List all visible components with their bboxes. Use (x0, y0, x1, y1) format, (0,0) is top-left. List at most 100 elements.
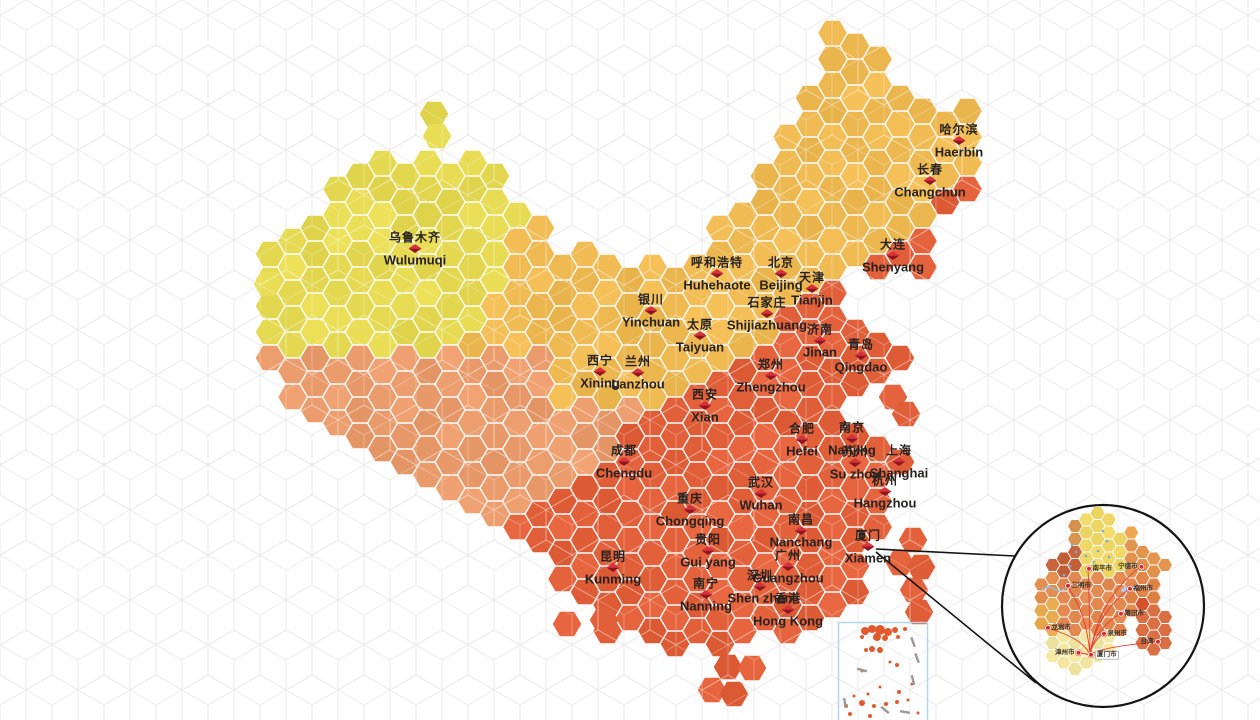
inset-city-name: 南平市 (1092, 564, 1113, 572)
city-name-zh: 南昌 (787, 512, 814, 527)
inset-city-莆田市: 莆田市 (1117, 609, 1145, 618)
city-name-en: Haerbin (934, 144, 984, 160)
city-diamond-icon (854, 350, 868, 360)
inset-city-dot (1044, 625, 1051, 631)
city-name-en: Beijing (759, 277, 803, 293)
city-name-en: Zhengzhou (736, 379, 806, 395)
city-marker-shijiazhuang: 石家庄 Shijiazhuang (727, 296, 807, 332)
city-diamond-icon (781, 561, 795, 571)
city-marker-haerbin: 哈尔滨 Haerbin (934, 123, 984, 160)
city-name-zh: 天津 (798, 270, 825, 285)
city-name-en: Wuhan (739, 497, 783, 513)
city-name-zh: 太原 (686, 317, 714, 332)
city-marker-taiyuan: 太原 Taiyuan (675, 317, 725, 355)
city-diamond-icon (699, 589, 713, 599)
city-name-en: Huhehaote (683, 277, 751, 293)
inset-city-dot (1087, 652, 1094, 658)
city-marker-tianjin: 天津 Tianjin (791, 270, 833, 307)
inset-city-name: 漳州市 (1055, 648, 1075, 656)
city-marker-nanchang: 南昌 Nanchang (770, 512, 833, 549)
city-diamond-icon (794, 525, 808, 535)
city-name-zh: 青岛 (847, 337, 874, 352)
city-diamond-icon (861, 541, 875, 551)
magnifier-callout-lines (875, 548, 1037, 684)
city-diamond-icon (408, 243, 422, 253)
inset-city-dot (1154, 639, 1161, 645)
inset-city-name: 台湾 (1140, 637, 1154, 645)
city-name-en: Shen zhen (727, 590, 793, 606)
city-name-en: Chengdu (595, 465, 653, 481)
city-name-zh: 贵阳 (694, 532, 721, 547)
city-diamond-icon (701, 545, 715, 555)
city-name-en: Su zhou (829, 466, 881, 482)
inset-city-name: 泉州市 (1107, 629, 1128, 637)
inset-city-dot (1117, 611, 1124, 617)
inset-hub-厦门市: 厦门市 (1087, 650, 1119, 660)
city-name-zh: 济南 (806, 322, 833, 337)
city-marker-hong-kong: 香港 Hong Kong (752, 592, 824, 629)
city-name-en: Wulumuqi (383, 252, 447, 268)
city-marker-hefei: 合肥 Hefei (786, 421, 818, 459)
xiamen-route-lines (1046, 566, 1157, 656)
inset-city-name: 莆田市 (1124, 609, 1145, 617)
city-diamond-icon (593, 366, 607, 376)
city-marker-nanning: 南宁 Nanning (680, 576, 732, 613)
city-name-en: Xian (691, 409, 719, 425)
city-name-en: Kunming (584, 571, 642, 587)
inset-city-dot (1100, 631, 1107, 637)
inset-city-name: 厦门市 (1094, 650, 1119, 660)
city-name-zh: 乌鲁木齐 (388, 230, 441, 245)
city-name-en: Jinan (803, 344, 837, 360)
city-marker-xining: 西宁 Xining (580, 353, 620, 390)
city-diamond-icon (795, 434, 809, 444)
city-diamond-icon (952, 135, 966, 145)
city-name-en: Taiyuan (675, 339, 725, 355)
city-marker-lanzhou: 兰州 Lanzhou (611, 354, 665, 392)
south-china-sea-inset (837, 621, 929, 720)
city-marker-yinchuan: 银川 Yinchuan (622, 292, 680, 329)
city-diamond-icon (845, 433, 859, 443)
city-diamond-icon (923, 175, 937, 185)
city-name-en: Chongqing (655, 513, 725, 529)
inset-city-漳州市: 漳州市 (1055, 648, 1082, 657)
city-name-en: Lanzhou (611, 376, 665, 392)
city-marker-shen-zhen: 深圳 Shen zhen (727, 569, 793, 606)
city-name-zh: 合肥 (788, 421, 816, 436)
city-diamond-icon (693, 330, 707, 340)
city-name-zh: 呼和浩特 (690, 255, 744, 270)
city-name-en: Hong Kong (752, 613, 824, 629)
city-marker-zhengzhou: 郑州 Zhengzhou (736, 357, 806, 395)
city-marker-wulumuqi: 乌鲁木齐 Wulumuqi (383, 230, 447, 268)
city-name-zh: 南京 (838, 420, 866, 435)
city-name-zh: 郑州 (757, 357, 785, 372)
city-name-zh: 西安 (691, 387, 718, 402)
city-diamond-icon (878, 486, 892, 496)
city-marker-nanjing: 南京 Nanjing (828, 420, 876, 457)
city-name-en: Hefei (786, 443, 818, 459)
city-diamond-icon (886, 250, 900, 260)
city-name-zh: 兰州 (624, 354, 651, 369)
inset-city-南平市: 南平市 (1085, 564, 1113, 573)
city-marker-kunming: 昆明 Kunming (584, 550, 642, 587)
inset-city-三明市: 三明市 (1064, 581, 1092, 590)
city-diamond-icon (710, 268, 724, 278)
city-name-zh: 上海 (885, 443, 913, 458)
city-diamond-icon (848, 457, 862, 467)
city-marker-qingdao: 青岛 Qingdao (835, 337, 888, 374)
city-name-zh: 银川 (637, 292, 664, 307)
city-marker-chengdu: 成都 Chengdu (595, 444, 653, 481)
city-diamond-icon (698, 400, 712, 410)
city-marker-wuhan: 武汉 Wuhan (739, 476, 783, 513)
inset-city-name: 三明市 (1071, 581, 1092, 589)
inset-city-dot (1075, 650, 1082, 656)
city-name-zh: 南宁 (692, 576, 719, 591)
city-marker-jinan: 济南 Jinan (803, 322, 837, 360)
inset-city-name: 龙岩市 (1051, 623, 1072, 631)
city-name-en: Shenyang (861, 259, 925, 275)
city-diamond-icon (760, 308, 774, 318)
inset-city-dot (1126, 586, 1133, 592)
city-name-zh: 西宁 (586, 353, 613, 368)
city-marker-xiamen: 厦门 Xiamen (845, 529, 891, 565)
city-name-en: Gui yang (680, 554, 736, 570)
